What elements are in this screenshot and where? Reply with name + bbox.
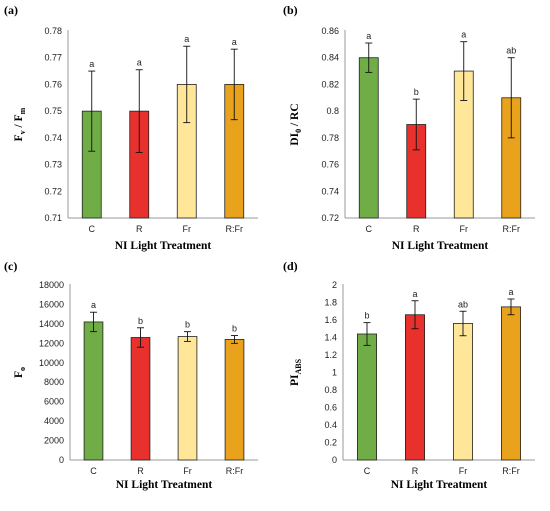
significance-label: b [138,316,143,326]
y-tick-label: 0.76 [321,160,339,170]
panel-label: (c) [4,259,17,273]
x-tick-label: R [412,466,419,476]
y-tick-label: 0.2 [324,438,337,448]
panel-1: (b) 0.72 0.74 0.76 0.78 0.8 0.82 0.84 0.86 a Cb Ra F… [283,3,535,252]
bar-r-fr [500,306,521,461]
significance-label: b [414,87,419,97]
x-tick-label: Fr [183,224,192,234]
y-tick-label: 18000 [39,280,64,290]
significance-label: a [137,58,142,68]
x-tick-label: R [413,224,420,234]
y-tick-label: 0.77 [44,53,62,63]
significance-label: ab [506,46,516,56]
bar-r [404,314,425,461]
significance-label: a [508,287,513,297]
x-axis-label: NI Light Treatment [391,479,488,491]
bar-r-fr [224,339,245,461]
significance-label: a [412,289,417,299]
bar-r [130,337,151,461]
y-tick-label: 6000 [44,397,64,407]
y-axis-label: PIABS [289,358,303,386]
panel-label: (b) [283,3,298,17]
y-tick-label: 2 [332,280,337,290]
significance-label: a [91,300,96,310]
x-tick-label: R [137,466,144,476]
bar-fr [452,323,473,461]
y-tick-label: 4000 [44,416,64,426]
y-tick-label: 0.4 [324,420,337,430]
y-tick-label: 1.4 [324,333,337,343]
x-axis-label: NI Light Treatment [115,240,212,252]
y-tick-label: 0.71 [44,213,62,223]
panel-2: (c) 0 2000 4000 6000 8000 10000 12000 14000 16000… [4,259,258,491]
x-tick-label: Fr [183,466,192,476]
significance-label: b [232,324,237,334]
y-tick-label: 1.2 [324,350,337,360]
y-tick-label: 0.84 [321,53,339,63]
x-tick-label: R:Fr [226,224,244,234]
panel-3: (d) 0 0.2 0.4 0.6 0.8 1 1.2 1.4 1.6 1.8 2 b Ca Rab Fr a R… [283,259,535,491]
x-tick-label: R [136,224,143,234]
y-tick-label: 0.74 [44,133,62,143]
x-tick-label: C [364,466,371,476]
significance-label: b [364,311,369,321]
bar-fr [177,336,198,461]
y-tick-label: 2000 [44,436,64,446]
x-tick-label: Fr [459,466,468,476]
y-tick-label: 1.6 [324,315,337,325]
bar-c [356,333,377,461]
x-axis-label: NI Light Treatment [392,240,489,252]
y-tick-label: 0.72 [44,186,62,196]
y-tick-label: 0.8 [326,106,339,116]
significance-label: b [185,320,190,330]
y-tick-label: 0.82 [321,79,339,89]
x-tick-label: R:Fr [502,466,520,476]
y-tick-label: 1.8 [324,298,337,308]
y-tick-label: 0.6 [324,403,337,413]
y-axis-label: Fo [13,367,27,378]
x-axis-label: NI Light Treatment [116,479,213,491]
y-tick-label: 0.73 [44,160,62,170]
bar-c [83,321,104,461]
y-axis-label: Fv / Fm [13,107,27,141]
y-tick-label: 0.78 [44,26,62,36]
y-tick-label: 16000 [39,299,64,309]
x-tick-label: C [89,224,96,234]
y-tick-label: 0.86 [321,26,339,36]
y-tick-label: 0.76 [44,79,62,89]
y-tick-label: 0.74 [321,186,339,196]
y-tick-label: 0.72 [321,213,339,223]
x-tick-label: Fr [460,224,469,234]
y-tick-label: 0.78 [321,133,339,143]
y-tick-label: 10000 [39,358,64,368]
panels-group: (a) 0.71 0.72 0.73 0.74 0.75 0.76 0.77 0.78 a Ca Ra… [4,3,535,491]
y-tick-label: 12000 [39,338,64,348]
x-tick-label: C [90,466,97,476]
y-tick-label: 8000 [44,377,64,387]
y-tick-label: 1 [332,368,337,378]
x-tick-label: R:Fr [503,224,521,234]
bar-c [358,57,379,219]
significance-label: a [89,59,94,69]
y-tick-label: 0 [332,455,337,465]
significance-label: ab [458,299,468,309]
x-tick-label: R:Fr [226,466,244,476]
significance-label: a [366,31,371,41]
significance-label: a [184,34,189,44]
y-axis-label: DI0 / RC [289,103,303,145]
x-tick-label: C [366,224,373,234]
significance-label: a [461,30,466,40]
y-tick-label: 0.75 [44,106,62,116]
panel-label: (a) [4,3,18,17]
significance-label: a [232,37,237,47]
y-tick-label: 0 [59,455,64,465]
y-tick-label: 14000 [39,319,64,329]
panel-0: (a) 0.71 0.72 0.73 0.74 0.75 0.76 0.77 0.78 a Ca Ra… [4,3,258,252]
panel-label: (d) [283,259,298,273]
y-tick-label: 0.8 [324,385,337,395]
